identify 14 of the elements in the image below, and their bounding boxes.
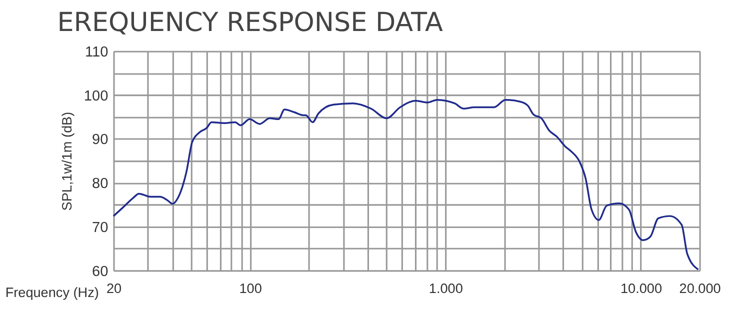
x-tick-label: 100	[239, 281, 262, 296]
x-tick-label: 10.000	[620, 281, 662, 296]
y-tick-label: 70	[92, 220, 108, 236]
y-tick-label: 100	[84, 88, 108, 104]
y-tick-label: 90	[92, 132, 108, 148]
y-tick-label: 80	[92, 176, 108, 192]
x-tick-label: 1.000	[428, 281, 464, 296]
chart-title: EREQUENCY RESPONSE DATA	[57, 8, 443, 38]
y-axis-title: SPL,1w/1m (dB)	[59, 112, 74, 211]
x-axis-title: Frequency (Hz)	[5, 285, 99, 300]
x-tick-label: 20	[106, 281, 122, 296]
y-tick-label: 110	[84, 44, 108, 61]
x-tick-label: 20.000	[679, 281, 722, 296]
y-tick-label: 60	[92, 264, 108, 280]
